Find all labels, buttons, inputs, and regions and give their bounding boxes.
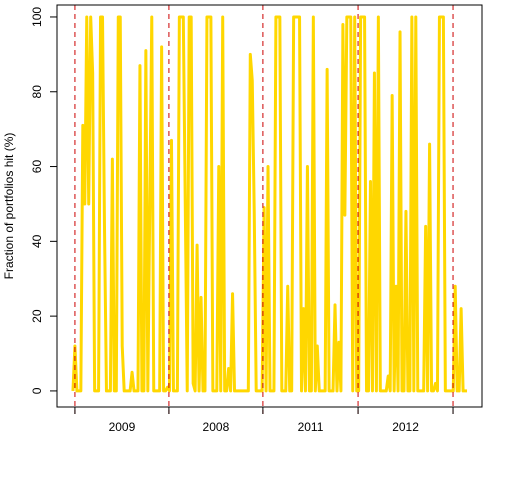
y-tick-label: 0 xyxy=(30,387,44,394)
y-tick-label: 20 xyxy=(30,309,44,323)
y-tick-label: 40 xyxy=(30,234,44,248)
x-category-label: 2011 xyxy=(298,420,324,434)
x-category-label: 2008 xyxy=(203,420,230,434)
y-axis-label: Fraction of portfolios hit (%) xyxy=(2,133,16,280)
y-tick-label: 100 xyxy=(30,7,44,27)
y-tick-label: 80 xyxy=(30,85,44,99)
plot-frame xyxy=(56,4,483,408)
y-tick-label: 60 xyxy=(30,160,44,174)
x-category-label: 2009 xyxy=(109,420,136,434)
x-category-label: 2012 xyxy=(392,420,419,434)
data-line xyxy=(71,15,468,393)
